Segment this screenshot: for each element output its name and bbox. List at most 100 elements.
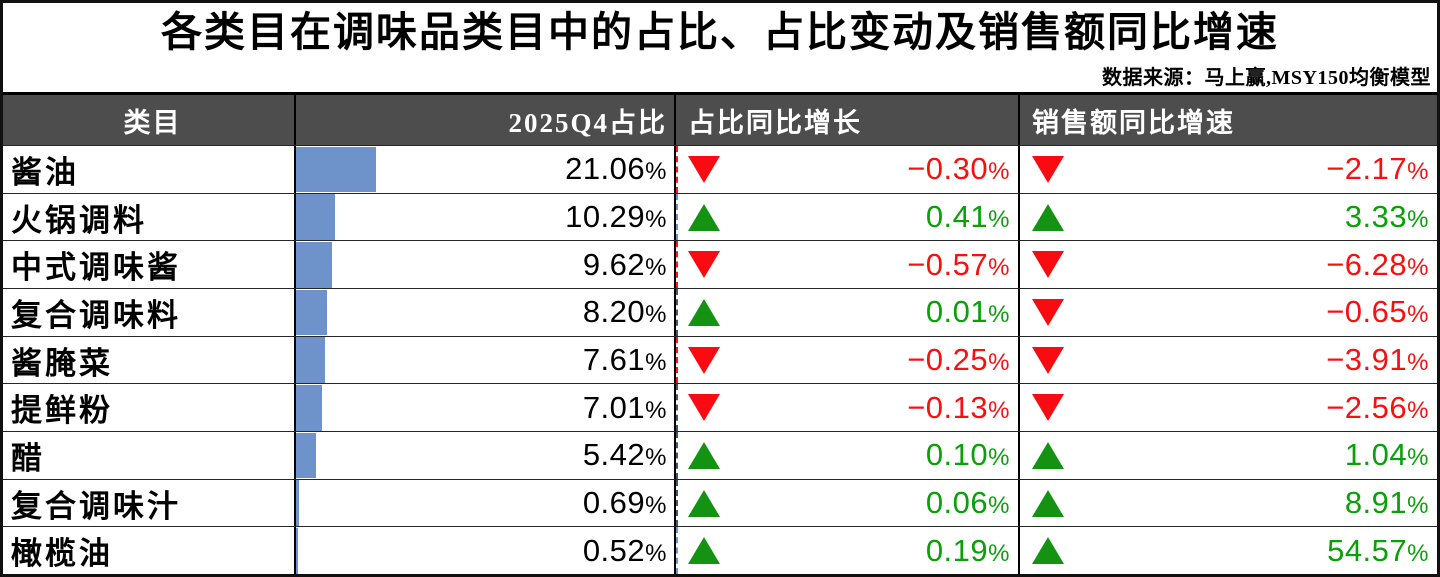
chart-title: 各类目在调味品类目中的占比、占比变动及销售额同比增速	[161, 9, 1279, 55]
share-value: 9.62%	[582, 246, 667, 282]
down-triangle-icon	[1032, 346, 1064, 374]
header-cell-share-change: 占比同比增长	[676, 95, 1020, 145]
category-cell: 复合调味汁	[3, 479, 296, 527]
share-change-value: 0.06%	[925, 485, 1010, 521]
sales-growth-cell: −3.91%	[1020, 337, 1437, 384]
share-bar	[296, 289, 327, 336]
share-change-value: 0.19%	[925, 532, 1010, 568]
up-triangle-icon	[688, 441, 720, 469]
databar-axis	[676, 432, 678, 479]
category-cell: 火锅调料	[3, 193, 296, 241]
sales-growth-value: −6.28%	[1326, 246, 1429, 282]
sales-growth-value: 3.33%	[1344, 199, 1429, 234]
up-triangle-icon	[1032, 203, 1064, 231]
category-label: 火锅调料	[11, 202, 147, 238]
sales-growth-cell: 54.57%	[1020, 527, 1437, 574]
down-triangle-icon	[1032, 155, 1064, 183]
share-bar	[296, 480, 299, 526]
down-triangle-icon	[1032, 251, 1064, 279]
table-row: 酱油 21.06% −0.30% −2.17%	[3, 145, 1437, 193]
share-change-value: 0.41%	[925, 199, 1010, 234]
databar-axis	[676, 384, 678, 432]
share-change-value: −0.25%	[907, 342, 1010, 378]
table-row: 复合调味料 8.20% 0.01% −0.65%	[3, 288, 1437, 336]
share-value: 10.29%	[565, 199, 667, 234]
share-cell: 0.69%	[296, 479, 676, 527]
sales-growth-value: 8.91%	[1344, 485, 1429, 521]
share-change-cell: −0.13%	[676, 384, 1020, 432]
category-label: 复合调味汁	[11, 488, 181, 524]
down-triangle-icon	[688, 155, 720, 183]
share-bar	[296, 194, 335, 240]
databar-axis	[676, 241, 678, 289]
table-row: 橄榄油 0.52% 0.19% 54.57%	[3, 526, 1437, 574]
category-cell: 中式调味酱	[3, 241, 296, 289]
category-label: 中式调味酱	[11, 250, 181, 286]
share-value: 8.20%	[582, 294, 667, 330]
sales-growth-cell: 3.33%	[1020, 194, 1437, 241]
category-cell: 醋	[3, 432, 296, 479]
databar-axis	[676, 336, 678, 384]
share-change-value: −0.30%	[907, 151, 1010, 187]
up-triangle-icon	[1032, 441, 1064, 469]
category-label: 橄榄油	[11, 536, 113, 572]
share-change-value: −0.13%	[907, 389, 1010, 425]
table-row: 提鲜粉 7.01% −0.13% −2.56%	[3, 383, 1437, 432]
header-cell-sales-growth: 销售额同比增速	[1032, 107, 1235, 138]
share-value: 0.69%	[582, 485, 667, 521]
share-change-value: −0.57%	[907, 246, 1010, 282]
up-triangle-icon	[688, 298, 720, 326]
share-value: 7.61%	[582, 342, 667, 378]
category-label: 复合调味料	[11, 297, 181, 333]
share-bar	[296, 527, 298, 574]
databar-axis	[676, 146, 678, 193]
table-row: 火锅调料 10.29% 0.41% 3.33%	[3, 192, 1437, 241]
category-cell: 橄榄油	[3, 527, 296, 574]
share-cell: 0.52%	[296, 527, 676, 574]
share-bar	[296, 146, 376, 193]
up-triangle-icon	[1032, 537, 1064, 565]
share-bar	[296, 337, 325, 383]
share-value: 7.01%	[582, 389, 667, 425]
up-triangle-icon	[688, 489, 720, 517]
share-cell: 10.29%	[296, 193, 676, 241]
share-bar	[296, 241, 333, 288]
category-cell: 酱油	[3, 146, 296, 193]
share-change-cell: −0.30%	[676, 146, 1020, 193]
share-change-cell: 0.06%	[676, 479, 1020, 527]
share-change-value: 0.01%	[925, 294, 1010, 330]
databar-axis	[676, 479, 678, 527]
up-triangle-icon	[688, 203, 720, 231]
sales-growth-value: 1.04%	[1344, 437, 1429, 473]
header-cell-category: 类目	[3, 95, 296, 145]
category-label: 醋	[11, 440, 45, 476]
share-change-value: 0.10%	[925, 437, 1010, 473]
down-triangle-icon	[688, 394, 720, 422]
share-value: 0.52%	[582, 532, 667, 568]
share-change-cell: −0.57%	[676, 241, 1020, 289]
databar-axis	[676, 289, 678, 336]
data-table: 类目 2025Q4占比 占比同比增长 销售额同比增速 酱油 21.06% −0.…	[3, 92, 1437, 574]
sales-growth-value: −3.91%	[1326, 342, 1429, 378]
share-cell: 9.62%	[296, 241, 676, 289]
share-cell: 21.06%	[296, 146, 676, 193]
sales-growth-cell: 1.04%	[1020, 432, 1437, 479]
category-label: 酱油	[11, 154, 79, 190]
header-cell-share: 2025Q4占比	[296, 95, 676, 145]
category-cell: 酱腌菜	[3, 336, 296, 384]
share-value: 21.06%	[565, 151, 667, 187]
down-triangle-icon	[1032, 298, 1064, 326]
share-change-cell: −0.25%	[676, 336, 1020, 384]
category-label: 提鲜粉	[11, 393, 113, 429]
down-triangle-icon	[688, 346, 720, 374]
share-value: 5.42%	[582, 437, 667, 473]
data-source-note: 数据来源：马上赢,MSY150均衡模型	[1102, 67, 1431, 89]
share-cell: 5.42%	[296, 432, 676, 479]
down-triangle-icon	[1032, 394, 1064, 422]
share-change-cell: 0.41%	[676, 193, 1020, 241]
up-triangle-icon	[688, 537, 720, 565]
sales-growth-value: −2.17%	[1326, 151, 1429, 187]
share-bar	[296, 432, 317, 479]
share-cell: 7.61%	[296, 336, 676, 384]
